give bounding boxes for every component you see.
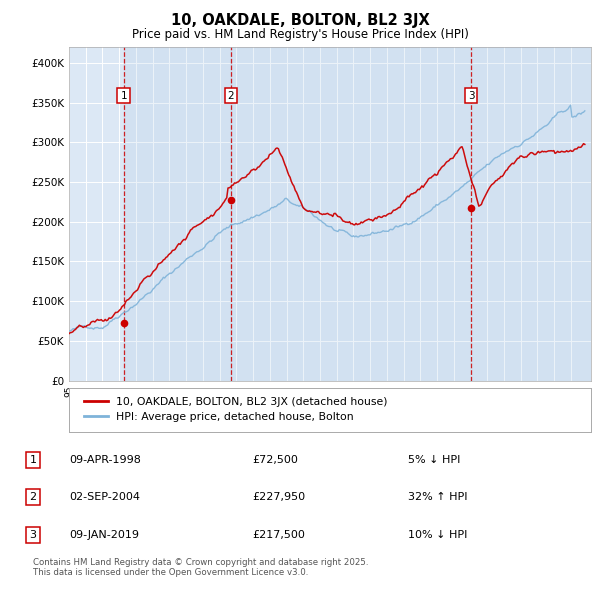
Text: 09-JAN-2019: 09-JAN-2019 [69,530,139,540]
Text: 10, OAKDALE, BOLTON, BL2 3JX: 10, OAKDALE, BOLTON, BL2 3JX [170,13,430,28]
Bar [231,47,471,381]
Text: £217,500: £217,500 [252,530,305,540]
Text: 5% ↓ HPI: 5% ↓ HPI [408,455,460,466]
Text: 09-APR-1998: 09-APR-1998 [69,455,141,466]
Text: 3: 3 [29,530,37,540]
Bar [471,47,596,381]
Text: Price paid vs. HM Land Registry's House Price Index (HPI): Price paid vs. HM Land Registry's House … [131,28,469,41]
Text: 1: 1 [121,90,127,100]
Bar [124,47,231,381]
Text: 3: 3 [468,90,475,100]
Text: 02-SEP-2004: 02-SEP-2004 [69,492,140,502]
Text: 32% ↑ HPI: 32% ↑ HPI [408,492,467,502]
Legend: 10, OAKDALE, BOLTON, BL2 3JX (detached house), HPI: Average price, detached hous: 10, OAKDALE, BOLTON, BL2 3JX (detached h… [80,393,392,427]
Text: 2: 2 [227,90,234,100]
Text: £72,500: £72,500 [252,455,298,466]
Text: 10% ↓ HPI: 10% ↓ HPI [408,530,467,540]
Text: 2: 2 [29,492,37,502]
Text: £227,950: £227,950 [252,492,305,502]
Text: 1: 1 [29,455,37,466]
Text: Contains HM Land Registry data © Crown copyright and database right 2025.
This d: Contains HM Land Registry data © Crown c… [33,558,368,577]
